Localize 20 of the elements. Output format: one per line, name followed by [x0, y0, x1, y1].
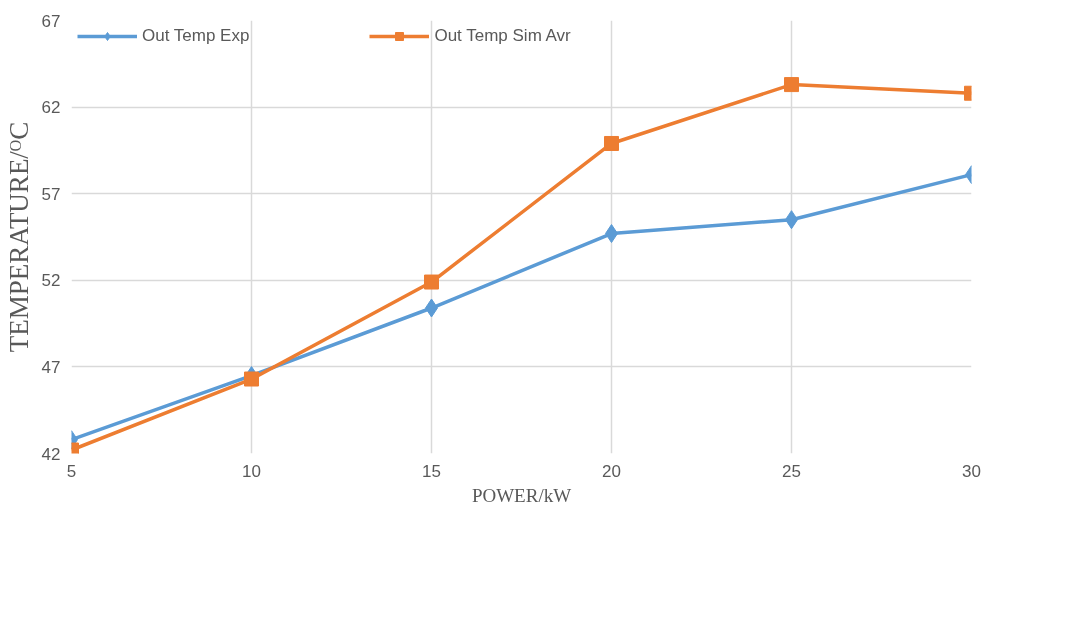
- point: [244, 371, 259, 387]
- y-tick-label: 57: [41, 184, 61, 204]
- y-tick-label: 42: [41, 444, 61, 464]
- y-tick-label: 67: [41, 11, 61, 31]
- x-tick-label: 20: [602, 461, 621, 481]
- legend-label: Out Temp Exp: [142, 26, 250, 46]
- y-tick-label: 47: [41, 357, 61, 377]
- y-axis-title: TEMPERATURE/ᴼC: [3, 121, 34, 353]
- point: [424, 274, 439, 290]
- x-tick-label: 25: [782, 461, 801, 481]
- x-axis-title: POWER/kW: [471, 484, 572, 506]
- y-tick-label: 62: [41, 98, 61, 118]
- point: [604, 135, 619, 151]
- legend-label: Out Temp Sim Avr: [434, 26, 571, 46]
- y-tick-label: 52: [41, 271, 61, 291]
- x-tick-label: 15: [422, 461, 441, 481]
- point: [784, 77, 799, 93]
- x-tick-label: 30: [962, 461, 981, 481]
- x-tick-label: 10: [242, 461, 261, 481]
- x-tick-label: 5: [66, 461, 77, 481]
